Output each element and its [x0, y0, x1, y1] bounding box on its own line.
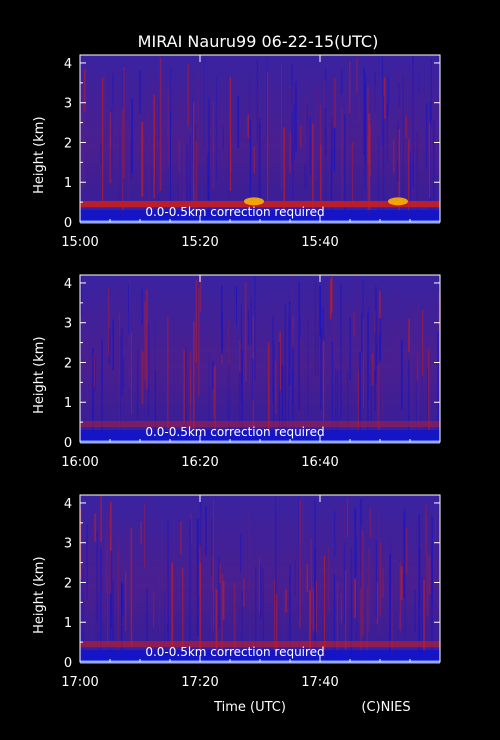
y-tick-label: 4	[64, 497, 72, 512]
near-surface-band	[80, 650, 440, 662]
heatmap-background	[80, 275, 440, 442]
correction-annotation: 0.0-0.5km correction required	[145, 205, 324, 219]
y-tick-label: 0	[64, 656, 72, 671]
y-axis-label: Height (km)	[32, 556, 47, 633]
y-tick-label: 3	[64, 317, 72, 332]
y-tick-label: 2	[64, 576, 72, 591]
lidar-panel-2: 0.0-0.5km correction required 0 1 2 3 4 Height…	[32, 274, 441, 470]
backscatter-texture	[80, 275, 441, 442]
heatmap-background	[80, 495, 440, 662]
enhanced-patch	[244, 197, 264, 206]
figure-title: MIRAI Nauru99 06-22-15(UTC)	[138, 32, 379, 51]
y-tick-label: 1	[64, 176, 72, 191]
x-tick-label: 16:40	[301, 455, 338, 470]
lidar-panel-3: 0.0-0.5km correction required 0 1 2 3 4 Height…	[32, 494, 441, 690]
y-tick-label: 2	[64, 356, 72, 371]
x-tick-label: 15:40	[301, 235, 338, 250]
y-tick-label: 0	[64, 436, 72, 451]
y-tick-label: 1	[64, 616, 72, 631]
correction-annotation: 0.0-0.5km correction required	[145, 645, 324, 659]
y-tick-label: 1	[64, 396, 72, 411]
boundary-layer-band	[80, 640, 440, 648]
x-tick-label: 15:20	[181, 235, 218, 250]
y-tick-label: 4	[64, 57, 72, 72]
credit-label: (C)NIES	[361, 700, 410, 715]
y-tick-label: 2	[64, 136, 72, 151]
enhanced-patch	[388, 197, 408, 206]
boundary-layer-band	[80, 420, 440, 428]
y-tick-label: 4	[64, 277, 72, 292]
backscatter-texture	[79, 495, 436, 662]
lidar-panel-1: 0.0-0.5km correction required 0 1 2 3 4 Height…	[32, 54, 441, 250]
x-tick-label: 15:00	[61, 235, 98, 250]
near-surface-band	[80, 430, 440, 442]
near-surface-band	[80, 210, 440, 222]
x-tick-label: 17:20	[181, 675, 218, 690]
x-axis-label: Time (UTC)	[213, 700, 286, 715]
x-tick-label: 16:20	[181, 455, 218, 470]
correction-annotation: 0.0-0.5km correction required	[145, 425, 324, 439]
y-tick-label: 3	[64, 97, 72, 112]
y-tick-label: 0	[64, 216, 72, 231]
y-axis-label: Height (km)	[32, 116, 47, 193]
y-axis-label: Height (km)	[32, 336, 47, 413]
y-tick-label: 3	[64, 537, 72, 552]
x-tick-label: 17:40	[301, 675, 338, 690]
x-tick-label: 16:00	[61, 455, 98, 470]
x-tick-label: 17:00	[61, 675, 98, 690]
